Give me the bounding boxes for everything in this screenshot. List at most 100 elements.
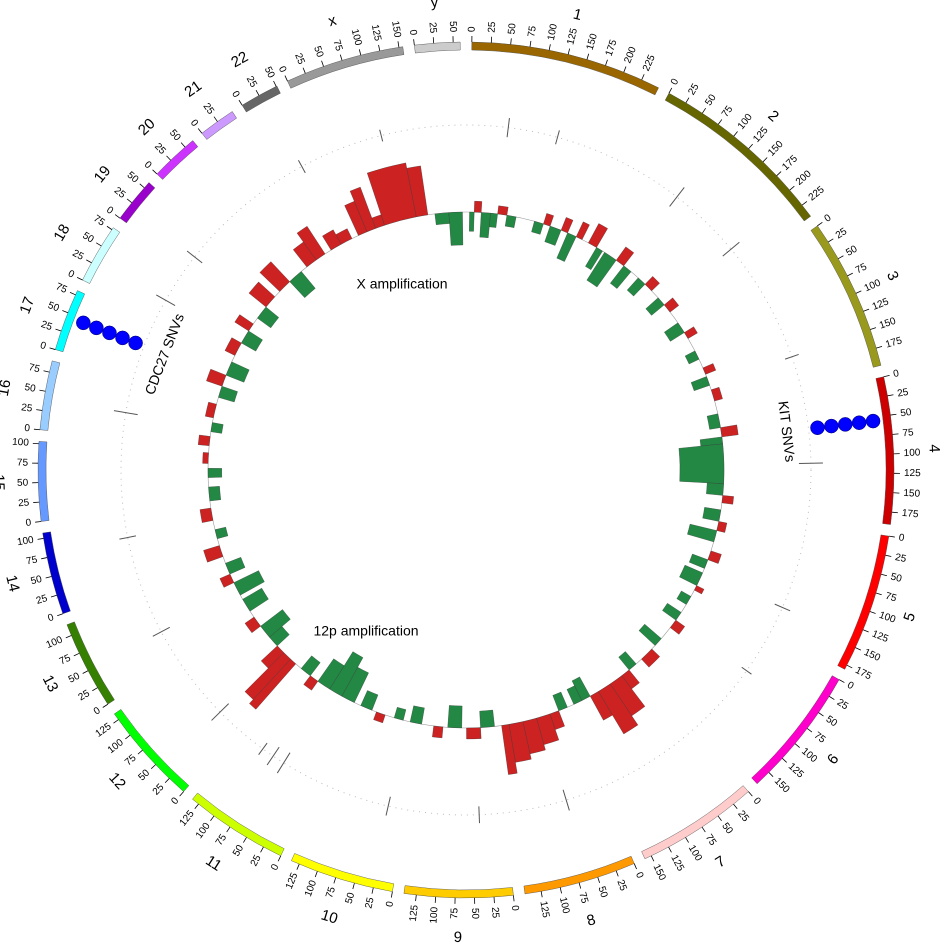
copy-number-bar (203, 545, 224, 563)
tick-label: 75 (576, 891, 590, 905)
chromosome-name: 16 (0, 378, 15, 397)
snv-dot (824, 418, 839, 434)
tick-mark (197, 128, 203, 134)
tick-label: 0 (751, 796, 763, 808)
copy-number-bar (233, 570, 265, 596)
tick-label: 75 (526, 25, 539, 38)
tick-label: 25 (244, 74, 259, 89)
chromosome-band (875, 376, 895, 525)
tick-label: 75 (25, 554, 39, 567)
tick-mark (597, 877, 601, 884)
copy-number-bar (244, 616, 261, 634)
copy-number-bar (242, 587, 269, 612)
copy-number-bar (711, 387, 723, 402)
tick-label: 0 (845, 680, 856, 693)
tick-label: 100 (557, 896, 572, 915)
tick-label: 25 (614, 878, 628, 893)
copy-number-bar (296, 226, 326, 261)
tick-mark (86, 259, 92, 264)
copy-number-bar (638, 623, 662, 646)
chromosome-name: 17 (16, 295, 38, 317)
annotation: 12p amplification (313, 623, 418, 639)
tick-label: 50 (844, 243, 859, 258)
tick-mark (685, 837, 689, 843)
tick-mark (801, 201, 808, 206)
track-spike (152, 626, 171, 637)
tick-mark (633, 863, 637, 870)
copy-number-bar (208, 486, 221, 502)
copy-number-bar (684, 350, 700, 365)
copy-number-bar (689, 553, 709, 569)
copy-number-bar (289, 271, 316, 298)
copy-number-bar (373, 711, 386, 724)
tick-mark (559, 887, 562, 894)
tick-label: 25 (249, 853, 264, 868)
track-spike (555, 130, 560, 145)
tick-label: 25 (39, 319, 54, 333)
tick-label: 150 (903, 488, 921, 500)
tick-label: 125 (369, 24, 383, 43)
tick-mark (65, 635, 72, 639)
copy-number-bar (360, 690, 379, 711)
tick-mark (605, 59, 608, 66)
track-spike (385, 796, 391, 816)
chromosome-name: 14 (2, 573, 23, 593)
tick-label: 50 (595, 885, 609, 899)
chromosome-band (156, 140, 199, 180)
tick-mark (102, 703, 109, 708)
copy-number-bar (552, 691, 568, 711)
tick-mark (41, 557, 48, 560)
track-spike (722, 241, 740, 257)
tick-mark (870, 327, 877, 330)
copy-number-bar (248, 281, 276, 308)
copy-number-bar (702, 507, 722, 522)
tick-label: 0 (66, 268, 76, 281)
tick-mark (701, 826, 706, 833)
tick-label: 75 (17, 457, 29, 468)
tick-mark (875, 592, 882, 596)
tick-mark (284, 75, 288, 82)
tick-mark (855, 647, 862, 651)
tick-label: 0 (407, 29, 419, 36)
chromosome-name: y (430, 0, 439, 11)
tick-label: 75 (58, 653, 73, 668)
tick-label: 0 (269, 862, 282, 872)
tick-mark (321, 60, 324, 67)
tick-mark (37, 538, 44, 540)
track-spike (297, 159, 306, 174)
tick-label: 100 (349, 28, 364, 47)
chromosome-band (471, 41, 659, 96)
track-spike (478, 806, 481, 824)
copy-number-bar (409, 705, 425, 725)
tick-label: 100 (903, 447, 921, 459)
snv-dot (76, 315, 91, 331)
copy-number-bar (556, 232, 577, 262)
snv-dot (115, 330, 130, 346)
tick-label: 150 (585, 32, 600, 52)
tick-label: 0 (142, 159, 154, 171)
copy-number-bar (645, 297, 665, 316)
tick-mark (782, 758, 787, 763)
chromosome-band (403, 885, 514, 899)
tick-label: 0 (669, 77, 682, 87)
tick-mark (296, 864, 300, 870)
tick-mark (846, 664, 853, 669)
tick-label: 0 (823, 212, 834, 224)
copy-number-bar (202, 452, 209, 464)
tick-mark (125, 734, 131, 740)
tick-mark (179, 791, 184, 797)
track-spike (784, 353, 799, 360)
tick-label: 150 (878, 316, 898, 332)
tick-mark (641, 74, 645, 80)
copy-number-bar (575, 221, 590, 240)
tick-mark (838, 255, 844, 260)
tick-mark (371, 887, 374, 894)
copy-number-bar (210, 422, 224, 434)
tick-label: 50 (231, 843, 246, 859)
tick-mark (586, 53, 590, 60)
copy-number-bar (571, 676, 591, 701)
copy-number-bar (317, 658, 345, 690)
copy-number-bar (218, 386, 238, 403)
tick-mark (62, 310, 69, 314)
